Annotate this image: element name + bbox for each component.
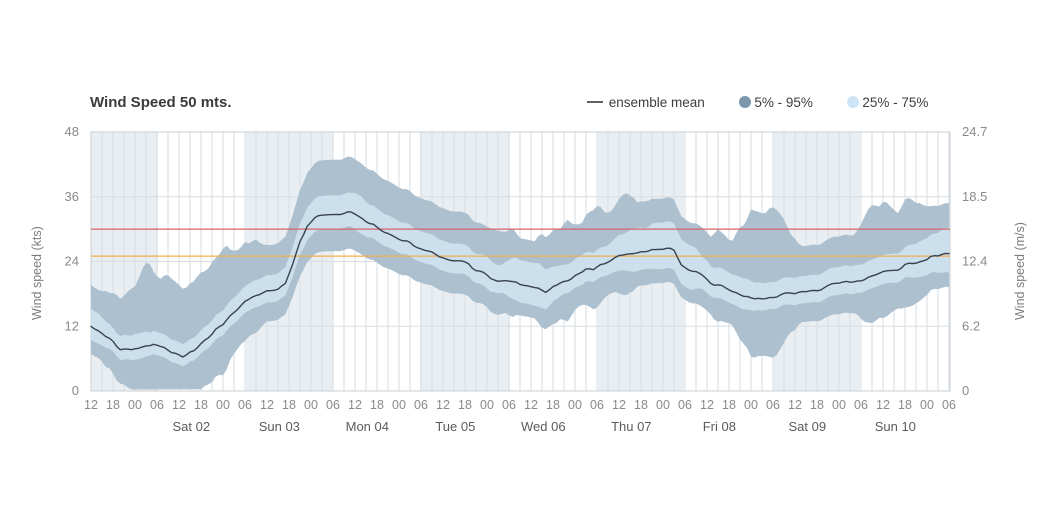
svg-text:18: 18 bbox=[722, 398, 736, 412]
svg-text:Mon 04: Mon 04 bbox=[346, 419, 389, 434]
svg-text:Thu 07: Thu 07 bbox=[611, 419, 651, 434]
svg-text:06: 06 bbox=[678, 398, 692, 412]
svg-text:18: 18 bbox=[810, 398, 824, 412]
svg-text:06: 06 bbox=[150, 398, 164, 412]
svg-text:06: 06 bbox=[326, 398, 340, 412]
svg-text:12.4: 12.4 bbox=[962, 254, 987, 269]
svg-text:00: 00 bbox=[832, 398, 846, 412]
svg-text:18.5: 18.5 bbox=[962, 189, 987, 204]
svg-text:18: 18 bbox=[898, 398, 912, 412]
svg-text:00: 00 bbox=[656, 398, 670, 412]
svg-text:00: 00 bbox=[744, 398, 758, 412]
svg-text:12: 12 bbox=[260, 398, 274, 412]
svg-text:12: 12 bbox=[348, 398, 362, 412]
svg-text:18: 18 bbox=[282, 398, 296, 412]
svg-text:00: 00 bbox=[480, 398, 494, 412]
svg-text:12: 12 bbox=[876, 398, 890, 412]
svg-text:Tue 05: Tue 05 bbox=[435, 419, 475, 434]
svg-text:00: 00 bbox=[568, 398, 582, 412]
svg-text:18: 18 bbox=[194, 398, 208, 412]
svg-text:18: 18 bbox=[458, 398, 472, 412]
svg-text:18: 18 bbox=[370, 398, 384, 412]
svg-text:00: 00 bbox=[392, 398, 406, 412]
svg-text:06: 06 bbox=[502, 398, 516, 412]
svg-text:Sun 03: Sun 03 bbox=[259, 419, 300, 434]
svg-text:06: 06 bbox=[238, 398, 252, 412]
svg-text:12: 12 bbox=[65, 318, 79, 333]
svg-text:12: 12 bbox=[788, 398, 802, 412]
svg-text:12: 12 bbox=[436, 398, 450, 412]
svg-text:Fri 08: Fri 08 bbox=[703, 419, 736, 434]
svg-text:Sat 02: Sat 02 bbox=[173, 419, 211, 434]
svg-text:0: 0 bbox=[962, 383, 969, 398]
svg-text:18: 18 bbox=[546, 398, 560, 412]
svg-text:06: 06 bbox=[414, 398, 428, 412]
svg-text:Sat 09: Sat 09 bbox=[789, 419, 827, 434]
svg-text:06: 06 bbox=[942, 398, 956, 412]
svg-text:00: 00 bbox=[128, 398, 142, 412]
svg-text:00: 00 bbox=[216, 398, 230, 412]
svg-text:12: 12 bbox=[700, 398, 714, 412]
svg-text:12: 12 bbox=[172, 398, 186, 412]
svg-text:18: 18 bbox=[634, 398, 648, 412]
svg-text:12: 12 bbox=[612, 398, 626, 412]
svg-text:6.2: 6.2 bbox=[962, 318, 980, 333]
svg-text:12: 12 bbox=[84, 398, 98, 412]
svg-text:12: 12 bbox=[524, 398, 538, 412]
svg-text:06: 06 bbox=[854, 398, 868, 412]
svg-text:Wed 06: Wed 06 bbox=[521, 419, 566, 434]
svg-text:00: 00 bbox=[304, 398, 318, 412]
svg-text:Sun 10: Sun 10 bbox=[875, 419, 916, 434]
svg-text:24.7: 24.7 bbox=[962, 124, 987, 139]
svg-text:36: 36 bbox=[65, 189, 79, 204]
svg-text:18: 18 bbox=[106, 398, 120, 412]
svg-text:00: 00 bbox=[920, 398, 934, 412]
svg-text:24: 24 bbox=[65, 254, 79, 269]
svg-text:06: 06 bbox=[766, 398, 780, 412]
svg-text:06: 06 bbox=[590, 398, 604, 412]
svg-text:0: 0 bbox=[72, 383, 79, 398]
svg-text:48: 48 bbox=[65, 124, 79, 139]
